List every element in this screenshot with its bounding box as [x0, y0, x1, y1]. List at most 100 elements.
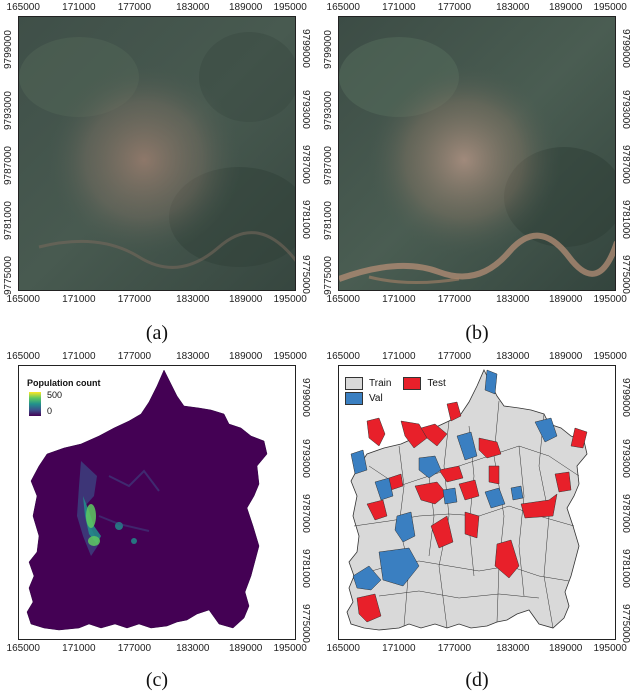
y-tick-right-label: 9799000 [300, 378, 311, 417]
legend-d: Train Test Val [345, 376, 465, 406]
legend-swatch-test [403, 377, 422, 390]
y-tick-left-label: 9799000 [323, 30, 334, 69]
x-tick-top-label: 165000 [6, 2, 40, 13]
x-tick-bottom-label: 165000 [326, 643, 360, 654]
x-tick-bottom-label: 183000 [496, 643, 530, 654]
x-tick-top-label: 195000 [273, 351, 307, 362]
y-tick-left-label: 9775000 [3, 255, 14, 295]
x-tick-bottom-label: 177000 [117, 643, 152, 654]
legend-val-label: Val [369, 393, 383, 404]
y-tick-left-label: 9787000 [3, 145, 14, 185]
y-tick-right-label: 9793000 [300, 89, 311, 129]
test-regions [356, 401, 588, 623]
y-tick-right-label: 9787000 [300, 144, 311, 184]
x-tick-bottom-label: 171000 [62, 643, 96, 654]
caption-c: (c) [145, 669, 169, 691]
x-tick-top-label: 189000 [548, 2, 583, 13]
x-tick-top-label: 171000 [62, 2, 96, 13]
satellite-image-a [19, 17, 295, 290]
x-tick-bottom-label: 189000 [228, 294, 263, 305]
legend-train-label: Train [369, 378, 392, 389]
map-frame-d: Train Test Val [338, 365, 616, 640]
caption-b: (b) [465, 322, 489, 344]
panel-b: (b) [320, 0, 640, 350]
y-tick-right-label: 9793000 [300, 438, 311, 478]
population-map [26, 369, 268, 631]
x-tick-bottom-label: 165000 [6, 294, 40, 305]
x-tick-top-label: 177000 [117, 2, 152, 13]
map-frame-b [338, 16, 616, 291]
legend-swatch-train [345, 377, 363, 390]
y-tick-right-label: 9781000 [300, 199, 311, 239]
x-tick-bottom-label: 171000 [62, 294, 96, 305]
y-tick-right-label: 9775000 [620, 603, 631, 643]
x-tick-bottom-label: 195000 [273, 294, 307, 305]
legend-min: 0 [47, 406, 53, 416]
y-tick-left-label: 9781000 [3, 200, 14, 240]
y-tick-right-label: 9787000 [300, 493, 311, 533]
x-tick-top-label: 195000 [593, 2, 627, 13]
map-frame-c: Population count 500 0 [18, 365, 296, 640]
y-tick-left-label: 9781000 [323, 200, 334, 240]
x-tick-top-label: 171000 [382, 351, 416, 362]
map-frame-a [18, 16, 296, 291]
x-tick-top-label: 171000 [382, 2, 416, 13]
x-tick-bottom-label: 195000 [273, 643, 307, 654]
x-tick-bottom-label: 177000 [437, 294, 472, 305]
x-tick-top-label: 189000 [228, 2, 263, 13]
district-boundary-c [26, 369, 268, 631]
x-tick-top-label: 183000 [496, 351, 530, 362]
y-tick-right-label: 9775000 [620, 254, 631, 294]
val-regions [350, 369, 558, 591]
caption-d: (d) [465, 669, 489, 691]
legend-title: Population count [27, 378, 101, 388]
x-tick-top-label: 183000 [176, 351, 210, 362]
y-tick-right-label: 9781000 [620, 199, 631, 239]
y-tick-right-label: 9781000 [300, 548, 311, 588]
x-tick-bottom-label: 189000 [228, 643, 263, 654]
x-tick-bottom-label: 171000 [382, 643, 416, 654]
y-tick-right-label: 9799000 [300, 29, 311, 68]
x-tick-top-label: 195000 [593, 351, 627, 362]
x-tick-top-label: 183000 [176, 2, 210, 13]
x-tick-top-label: 189000 [228, 351, 263, 362]
x-tick-top-label: 177000 [117, 351, 152, 362]
x-tick-bottom-label: 183000 [176, 643, 210, 654]
x-tick-bottom-label: 171000 [382, 294, 416, 305]
y-tick-right-label: 9775000 [300, 603, 311, 643]
y-tick-right-label: 9787000 [620, 144, 631, 184]
x-tick-bottom-label: 177000 [117, 294, 152, 305]
x-tick-top-label: 189000 [548, 351, 583, 362]
y-tick-right-label: 9799000 [620, 29, 631, 68]
panel-d: Train Test Val (d) [320, 349, 640, 699]
x-tick-bottom-label: 183000 [176, 294, 210, 305]
y-tick-left-label: 9799000 [3, 30, 14, 69]
x-tick-top-label: 195000 [273, 2, 307, 13]
y-tick-left-label: 9793000 [323, 90, 334, 130]
x-tick-bottom-label: 165000 [326, 294, 360, 305]
x-tick-top-label: 177000 [437, 2, 472, 13]
y-tick-left-label: 9775000 [323, 255, 334, 295]
legend-swatch-val [345, 392, 363, 405]
x-tick-bottom-label: 183000 [496, 294, 530, 305]
panel-a: (a) [0, 0, 320, 350]
x-tick-top-label: 171000 [62, 351, 96, 362]
panel-c: Population count 500 0 (c) [0, 349, 320, 699]
split-map [346, 369, 588, 631]
x-tick-top-label: 165000 [326, 2, 360, 13]
y-tick-left-label: 9793000 [3, 90, 14, 130]
x-tick-top-label: 165000 [326, 351, 360, 362]
y-tick-right-label: 9799000 [620, 378, 631, 417]
y-tick-right-label: 9793000 [620, 438, 631, 478]
legend-test-label: Test [427, 378, 446, 389]
x-tick-top-label: 183000 [496, 2, 530, 13]
x-tick-bottom-label: 177000 [437, 643, 472, 654]
x-tick-bottom-label: 195000 [593, 643, 627, 654]
y-tick-left-label: 9787000 [323, 145, 334, 185]
x-tick-bottom-label: 195000 [593, 294, 627, 305]
x-tick-bottom-label: 189000 [548, 643, 583, 654]
y-tick-right-label: 9781000 [620, 548, 631, 588]
legend-c: Population count 500 0 [27, 378, 101, 418]
x-tick-top-label: 165000 [6, 351, 40, 362]
colorbar [29, 392, 41, 416]
